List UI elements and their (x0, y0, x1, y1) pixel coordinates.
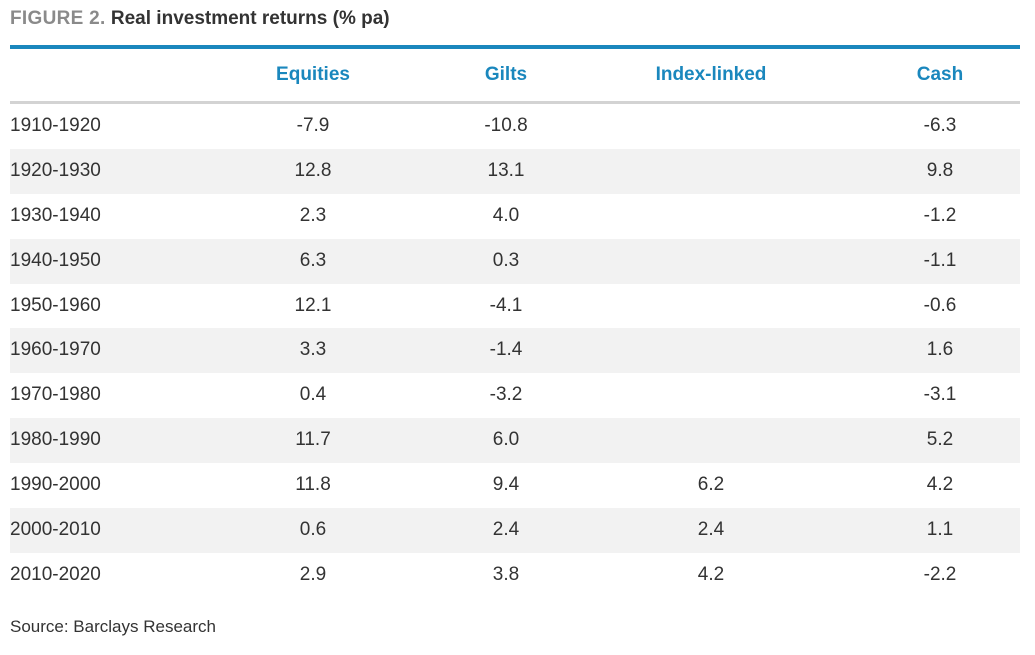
cell-period: 2010-2020 (10, 563, 101, 585)
cell-equities: 12.1 (294, 294, 332, 316)
cell-index-linked (611, 284, 811, 329)
cell-equities: 11.8 (295, 474, 331, 496)
cell-period: 1950-1960 (10, 294, 101, 316)
cell-index-linked: 4.2 (697, 563, 725, 585)
table-row: 1910-1920 -7.9 -10.8 -6.3 (10, 104, 1020, 149)
header-gilts: Gilts (484, 64, 528, 85)
cell-equities: 2.9 (299, 563, 327, 585)
cell-equities: 11.7 (295, 429, 331, 451)
table-row: 1950-1960 12.1 -4.1 -0.6 (10, 284, 1020, 329)
cell-index-linked (611, 149, 811, 194)
cell-gilts: 3.8 (492, 563, 520, 585)
cell-gilts: 4.0 (492, 204, 520, 226)
table-row: 1920-1930 12.8 13.1 9.8 (10, 148, 1020, 194)
cell-equities: 2.3 (299, 204, 327, 226)
cell-gilts: 9.4 (492, 474, 520, 496)
figure-label: FIGURE 2. (10, 8, 106, 29)
table-row: 2000-2010 0.6 2.4 2.4 1.1 (10, 508, 1020, 553)
cell-cash: -1.1 (923, 249, 957, 271)
cell-equities: 3.3 (299, 339, 327, 361)
cell-period: 1990-2000 (10, 474, 101, 496)
cell-cash: 5.2 (926, 429, 954, 451)
cell-cash: -0.6 (923, 294, 957, 316)
cell-gilts: 6.0 (492, 429, 520, 451)
cell-index-linked (611, 104, 811, 149)
table-row: 1960-1970 3.3 -1.4 1.6 (10, 328, 1020, 374)
cell-index-linked: 2.4 (697, 519, 725, 541)
cell-cash: -6.3 (923, 115, 957, 136)
figure-title: FIGURE 2. Real investment returns (% pa) (10, 6, 390, 32)
table-row: 1970-1980 0.4 -3.2 -3.1 (10, 373, 1020, 418)
cell-period: 1960-1970 (10, 339, 101, 361)
cell-gilts: 2.4 (492, 519, 520, 541)
cell-cash: 4.2 (926, 474, 954, 496)
cell-index-linked: 6.2 (697, 474, 725, 496)
cell-index-linked (611, 373, 811, 418)
header-equities: Equities (276, 64, 350, 85)
cell-gilts: -4.1 (489, 294, 523, 316)
table-row: 1980-1990 11.7 6.0 5.2 (10, 418, 1020, 464)
cell-gilts: -10.8 (484, 115, 528, 136)
cell-equities: 12.8 (294, 159, 332, 181)
cell-index-linked (611, 239, 811, 284)
cell-equities: -7.9 (296, 115, 330, 136)
cell-equities: 6.3 (299, 249, 327, 271)
table-row: 1940-1950 6.3 0.3 -1.1 (10, 238, 1020, 284)
cell-gilts: -1.4 (489, 339, 523, 361)
cell-period: 2000-2010 (10, 519, 101, 541)
cell-period: 1940-1950 (10, 249, 101, 271)
cell-cash: 1.1 (926, 519, 954, 541)
table-body: 1910-1920 -7.9 -10.8 -6.3 1920-1930 12.8 13.1 9… (10, 104, 1020, 598)
header-index-linked: Index-linked (655, 64, 767, 85)
top-rule (10, 45, 1020, 49)
table-header: Equities Gilts Index-linked Cash (10, 49, 1020, 101)
cell-equities: 0.6 (299, 519, 327, 541)
cell-gilts: 0.3 (492, 249, 520, 271)
cell-equities: 0.4 (299, 384, 327, 406)
cell-cash: -2.2 (923, 563, 957, 585)
table-row: 1990-2000 11.8 9.4 6.2 4.2 (10, 463, 1020, 508)
source-note: Source: Barclays Research (10, 617, 216, 636)
cell-period: 1970-1980 (10, 384, 101, 406)
table-row: 1930-1940 2.3 4.0 -1.2 (10, 194, 1020, 239)
header-cash: Cash (916, 64, 964, 85)
header-rule (10, 101, 1020, 104)
cell-gilts: -3.2 (489, 384, 523, 406)
cell-period: 1930-1940 (10, 204, 101, 226)
cell-period: 1910-1920 (10, 115, 101, 136)
cell-cash: -1.2 (923, 204, 957, 226)
cell-index-linked (611, 194, 811, 239)
cell-cash: 9.8 (926, 159, 954, 181)
cell-index-linked (611, 328, 811, 373)
cell-period: 1920-1930 (10, 159, 101, 181)
cell-period: 1980-1990 (10, 429, 101, 451)
cell-gilts: 13.1 (487, 159, 525, 181)
cell-index-linked (611, 418, 811, 463)
cell-cash: -3.1 (923, 384, 957, 406)
cell-cash: 1.6 (926, 339, 954, 361)
figure-title-text: Real investment returns (% pa) (110, 8, 390, 29)
table-row: 2010-2020 2.9 3.8 4.2 -2.2 (10, 553, 1020, 598)
